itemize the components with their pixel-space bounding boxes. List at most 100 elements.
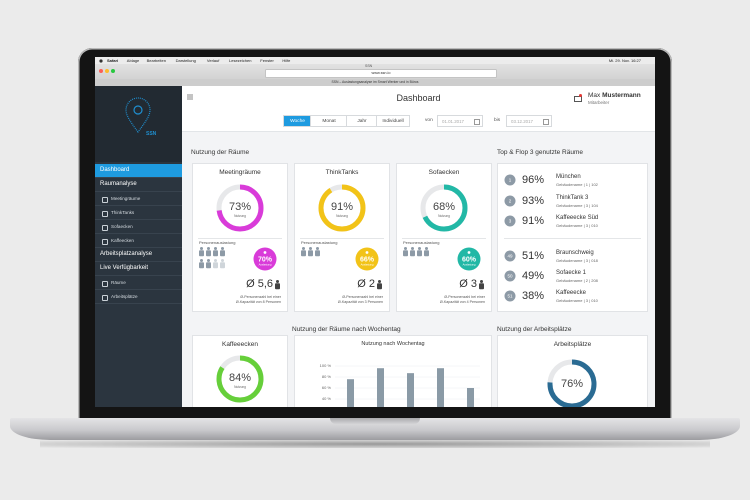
rank-circle xyxy=(504,250,516,262)
period-button[interactable]: Monat xyxy=(310,115,348,127)
gauge-label: 73% xyxy=(229,201,251,213)
user-name[interactable]: Max Mustermann xyxy=(588,92,641,99)
person-body xyxy=(315,250,320,257)
logo xyxy=(125,97,151,134)
room-card: Sofaecken 68% Nutzung Personenauslastung 60%… xyxy=(396,163,492,312)
nav-item[interactable]: Arbeitsplätze xyxy=(95,290,182,304)
menu-item[interactable]: Verlauf xyxy=(206,57,220,63)
badge-label: 66% xyxy=(360,256,375,263)
period-button[interactable]: Individuell xyxy=(376,115,410,127)
date-input[interactable]: 03.12.2017 xyxy=(506,115,552,127)
gauge: 91%Nutzung xyxy=(318,184,366,232)
period-label: Monat xyxy=(322,118,336,124)
person-head xyxy=(214,259,217,262)
user-first: Max xyxy=(588,91,601,99)
nav-label: Arbeitsplatzanalyse xyxy=(100,251,153,257)
date-input[interactable]: 01.01.2017 xyxy=(437,115,483,127)
rank-percent: 96% xyxy=(522,174,545,186)
person-body xyxy=(275,283,280,290)
mail-badge xyxy=(579,94,582,97)
nav-label: Meetingräume xyxy=(111,195,141,201)
badge-caption: Auslastung xyxy=(259,263,272,267)
gauge-label: 68% xyxy=(433,201,455,213)
person-body xyxy=(206,250,211,257)
nav-item[interactable]: Live Verfügbarkeit xyxy=(95,262,182,276)
calendar-icon xyxy=(543,118,549,125)
person-head xyxy=(302,247,305,250)
rank-percent: 91% xyxy=(522,215,545,227)
average: Ø 3 xyxy=(459,278,477,290)
gauge-caption: Nutzung xyxy=(438,214,450,218)
gauge-label: 84% xyxy=(229,372,251,384)
rank-badge: 1 xyxy=(504,174,516,186)
window-button[interactable] xyxy=(99,69,103,73)
menu-item[interactable]: Hilfe xyxy=(282,57,291,63)
nav-item[interactable]: Raumanalyse xyxy=(95,178,182,192)
period-button[interactable]: Jahr xyxy=(346,115,378,127)
card-title: Kaffeeecken xyxy=(221,341,259,348)
rank-number: 1 xyxy=(509,177,512,182)
badge: 66%Auslastung xyxy=(355,247,379,271)
person-body xyxy=(213,262,218,269)
person-head xyxy=(480,280,483,283)
person-head xyxy=(200,247,203,250)
note: Ø-Kapazität von 4 Personen xyxy=(439,300,485,304)
note: Ø-Personenzahl bei einer xyxy=(342,295,383,299)
room-name: Kaffeeecke Süd xyxy=(556,215,599,221)
bar xyxy=(467,388,474,407)
person-body xyxy=(199,250,204,257)
tab-title[interactable]: SSN – Auslastungsanalyse im Smart Werker… xyxy=(331,79,419,84)
coffee-card: Kaffeeecken 84% Nutzung xyxy=(192,335,288,407)
nav-item[interactable]: Dashboard xyxy=(95,164,182,178)
nav-item[interactable]: Sofaecken xyxy=(95,220,182,234)
nav-item[interactable]: Räume xyxy=(95,276,182,290)
user-last: Mustermann xyxy=(602,91,641,99)
window-button[interactable] xyxy=(105,69,109,73)
logo-dot xyxy=(133,105,143,115)
note: Ø-Kapazität von 3 Personen xyxy=(337,300,383,304)
room-location: Gebäudename | 3 | 010 xyxy=(556,297,598,303)
filter-bar: Woche Monat Jahr Individuell von 01.01.2017 bi… xyxy=(182,109,655,132)
window-button[interactable] xyxy=(111,69,115,73)
nav-item[interactable]: Meetingräume xyxy=(95,192,182,206)
nav-item[interactable]: Arbeitsplatzanalyse xyxy=(95,248,182,262)
person-body xyxy=(403,250,408,257)
nav-icon xyxy=(102,280,108,287)
rank-percent: 38% xyxy=(522,290,545,302)
y-tick-label: 40 % xyxy=(322,396,332,401)
menu-item[interactable]: Bearbeiten xyxy=(146,57,166,63)
to-label: bis xyxy=(494,117,501,123)
menu-item[interactable]: Lesezeichen xyxy=(229,57,252,63)
address-bar[interactable]: www.ssn.io xyxy=(265,69,497,78)
average-icon xyxy=(275,280,280,290)
main: Dashboard Max Mustermann Mitarbeiter Woche M… xyxy=(182,86,655,407)
mail-icon[interactable] xyxy=(574,96,582,102)
menu-item[interactable]: Darstellung xyxy=(175,57,196,63)
rank-circle xyxy=(504,195,516,207)
hamburger xyxy=(187,94,193,100)
room-card: Meetingräume 73% Nutzung Personenauslastung… xyxy=(192,163,288,312)
weekday-card: Nutzung nach Wochentag 100 % 80 % 60 % 40 % xyxy=(294,335,492,407)
person-head xyxy=(316,247,319,250)
rank-circle xyxy=(504,215,516,227)
nav-label: Arbeitsplätze xyxy=(111,293,138,299)
nav-label: Kaffeecken xyxy=(111,237,134,243)
divider xyxy=(300,238,384,239)
nav-item[interactable]: ThinkTanks xyxy=(95,206,182,220)
nav-item[interactable]: Kaffeecken xyxy=(95,234,182,248)
badge: 70%Auslastung xyxy=(253,247,277,271)
menu-item[interactable]: Fenster xyxy=(260,57,274,63)
rank-badge: 49 xyxy=(504,250,516,262)
person-head xyxy=(404,247,407,250)
menu-item[interactable]: Ablage xyxy=(126,57,140,63)
laptop-shadow xyxy=(40,440,710,448)
nav-icon xyxy=(102,238,108,245)
bar xyxy=(437,368,444,407)
gauge-caption: Nutzung xyxy=(234,214,246,218)
person-head xyxy=(200,259,203,262)
date-value: 03.12.2017 xyxy=(511,118,533,124)
rank-circle xyxy=(504,290,516,302)
menu-item[interactable]: Safari xyxy=(107,57,119,63)
period-button[interactable]: Woche xyxy=(283,115,312,127)
person-body xyxy=(410,250,415,257)
